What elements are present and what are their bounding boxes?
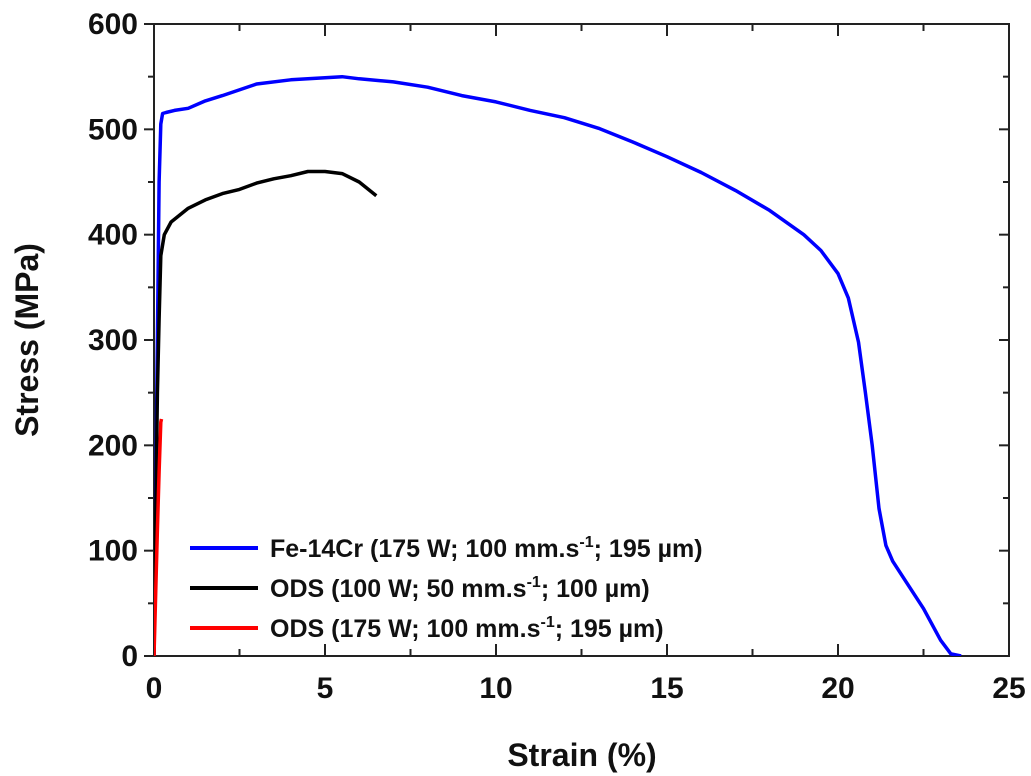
- series-line-3: [154, 418, 164, 656]
- legend-label-2: ODS (100 W; 50 mm.s-1; 100 µm): [270, 574, 650, 603]
- x-axis-title: Strain (%): [507, 737, 656, 773]
- series-lines: [154, 74, 962, 656]
- x-tick-label: 0: [146, 672, 163, 705]
- y-tick-label: 600: [88, 8, 138, 41]
- x-tick-label: 15: [650, 672, 683, 705]
- legend-label-3: ODS (175 W; 100 mm.s-1; 195 µm): [270, 614, 664, 643]
- x-axis-tick-labels: 0 5 10 15 20 25: [146, 672, 1026, 705]
- x-axis-ticks: [153, 24, 1010, 656]
- x-tick-label: 10: [479, 672, 512, 705]
- y-axis-ticks: [144, 23, 1009, 657]
- y-tick-label: 100: [88, 535, 138, 568]
- legend-label-1: Fe-14Cr (175 W; 100 mm.s-1; 195 µm): [270, 534, 703, 563]
- series-line-1: [154, 74, 962, 656]
- legend: Fe-14Cr (175 W; 100 mm.s-1; 195 µm) ODS (…: [190, 534, 703, 643]
- y-tick-label: 500: [88, 113, 138, 146]
- y-tick-label: 0: [121, 640, 138, 673]
- y-axis-title: Stress (MPa): [9, 243, 45, 437]
- x-tick-label: 5: [317, 672, 334, 705]
- series-line-2: [154, 169, 378, 656]
- y-tick-label: 200: [88, 429, 138, 462]
- y-axis-tick-labels: 0 100 200 300 400 500 600: [88, 8, 138, 673]
- y-tick-label: 300: [88, 324, 138, 357]
- x-tick-label: 25: [992, 672, 1025, 705]
- x-tick-label: 20: [821, 672, 854, 705]
- y-tick-label: 400: [88, 219, 138, 252]
